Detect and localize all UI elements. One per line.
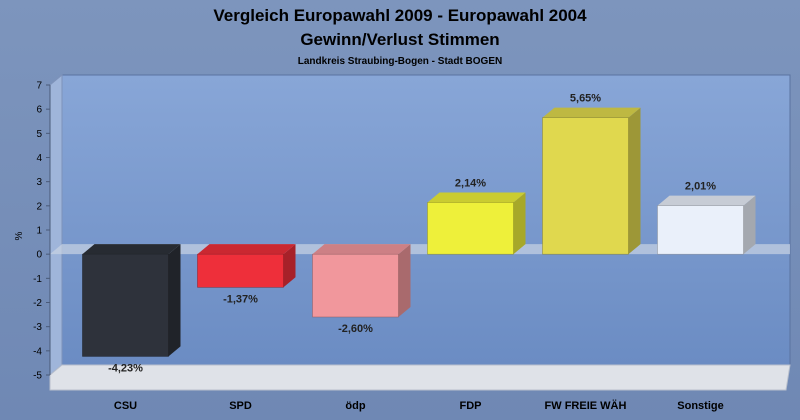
x-tick-label: ödp — [345, 400, 365, 412]
y-axis-label: % — [14, 231, 25, 240]
y-tick-label: 6 — [36, 105, 42, 116]
bar-front — [427, 202, 514, 255]
bar-top — [542, 107, 641, 118]
bar-top — [657, 195, 756, 206]
value-label: 5,65% — [570, 93, 601, 105]
y-tick-label: -1 — [33, 274, 42, 285]
x-tick-label: Sonstige — [677, 400, 723, 412]
x-tick-label: FDP — [460, 400, 482, 412]
bar-top — [312, 244, 411, 255]
bar-front — [542, 117, 629, 255]
plot-side-wall — [49, 73, 63, 377]
y-tick-label: -3 — [33, 322, 42, 333]
y-tick-label: 1 — [36, 226, 42, 237]
bar-1 — [82, 244, 181, 357]
bars — [82, 107, 756, 357]
plot-floor — [49, 364, 791, 391]
bar-top — [82, 244, 181, 255]
value-label: 2,01% — [685, 181, 716, 193]
bar-front — [82, 253, 169, 357]
bar-top — [427, 192, 526, 203]
y-tick-label: 2 — [36, 201, 42, 212]
bar-5 — [542, 107, 641, 255]
value-label: 2,14% — [455, 177, 486, 189]
value-label: -2,60% — [338, 323, 373, 335]
value-label: -1,37% — [223, 293, 258, 305]
titles: Vergleich Europawahl 2009 - Europawahl 2… — [213, 6, 587, 67]
value-label: -4,23% — [108, 362, 143, 374]
bar-side — [168, 244, 181, 357]
x-tick-label: SPD — [229, 400, 252, 412]
bar-3 — [312, 244, 411, 318]
bar-front — [657, 205, 744, 255]
chart-caption: Landkreis Straubing-Bogen - Stadt BOGEN — [298, 56, 502, 67]
bar-front — [312, 253, 399, 318]
value-labels: -4,23% -1,37% -2,60% 2,14% 5,65% 2,01% — [108, 93, 716, 375]
x-tick-label: CSU — [114, 400, 137, 412]
y-tick-label: -2 — [33, 298, 42, 309]
y-tick-label: 5 — [36, 129, 42, 140]
x-axis: CSU SPD ödp FDP FW FREIE WÄH Sonstige — [114, 399, 724, 412]
bar-6 — [657, 195, 756, 255]
y-tick-label: -4 — [33, 346, 42, 357]
y-axis: -5 -4 -3 -2 -1 0 1 2 3 4 5 6 7 — [33, 81, 51, 382]
y-tick-label: 3 — [36, 177, 42, 188]
bar-side — [513, 192, 526, 255]
bar-front — [197, 253, 284, 288]
x-tick-label: FW FREIE WÄH — [545, 399, 627, 412]
bar-top — [197, 244, 296, 255]
chart-subtitle: Gewinn/Verlust Stimmen — [300, 30, 499, 49]
bar-4 — [427, 192, 526, 255]
y-tick-label: 4 — [36, 153, 42, 164]
chart-title: Vergleich Europawahl 2009 - Europawahl 2… — [213, 6, 587, 25]
bar-side — [743, 195, 756, 255]
bar-side — [283, 244, 296, 288]
y-tick-label: 7 — [36, 81, 42, 92]
y-tick-label: 0 — [36, 250, 42, 261]
bar-2 — [197, 244, 296, 288]
bar-side — [628, 107, 641, 255]
y-tick-label: -5 — [33, 371, 42, 382]
bar-side — [398, 244, 411, 317]
